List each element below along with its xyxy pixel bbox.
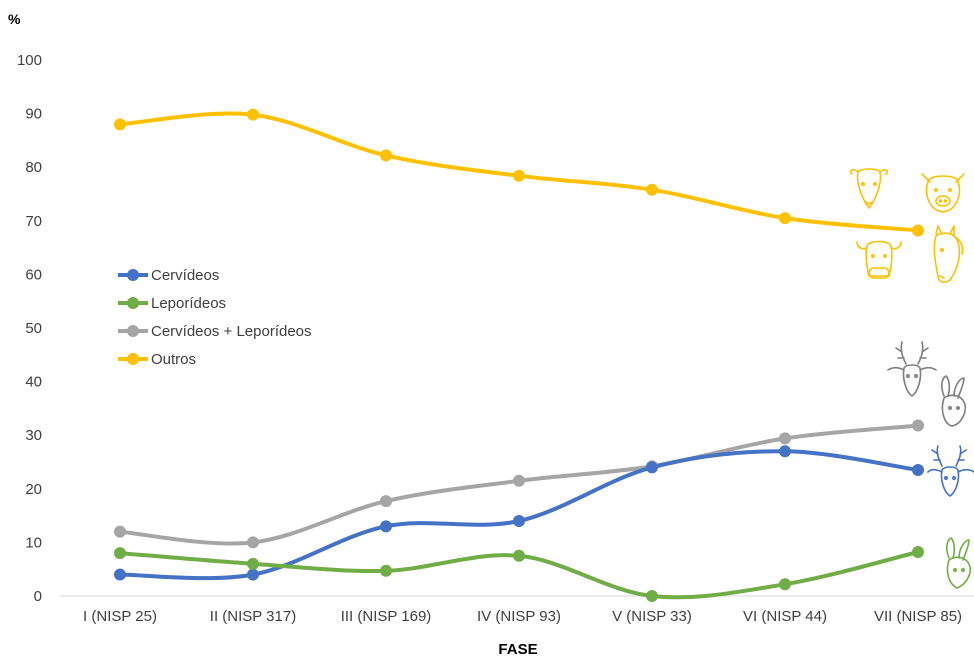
- sheep-icon: [849, 168, 889, 209]
- data-point: [912, 224, 924, 237]
- x-tick-label: VI (NISP 44): [743, 608, 827, 625]
- data-point: [513, 169, 525, 182]
- y-tick-label: 50: [25, 320, 42, 337]
- legend-label: Cervídeos + Leporídeos: [151, 323, 312, 340]
- rabbit-icon: [946, 537, 972, 589]
- x-axis-ticks: I (NISP 25) II (NISP 317) III (NISP 169) IV…: [83, 608, 962, 625]
- data-point: [513, 474, 525, 487]
- x-tick-label: IV (NISP 93): [477, 608, 561, 625]
- data-point: [114, 118, 126, 131]
- data-point: [513, 514, 525, 527]
- x-axis-label: FASE: [498, 641, 537, 658]
- x-tick-label: VII (NISP 85): [874, 608, 962, 625]
- data-point: [247, 536, 259, 549]
- pig-icon: [921, 173, 965, 213]
- horse-icon: [933, 225, 964, 283]
- deer-icon: [887, 341, 937, 397]
- y-axis-ticks: 0 10 20 30 40 50 60 70 80 90 100: [17, 52, 42, 605]
- legend-marker: [127, 297, 139, 309]
- data-point: [779, 578, 791, 591]
- y-tick-label: 0: [34, 588, 42, 605]
- data-point: [380, 495, 392, 508]
- data-point: [114, 525, 126, 538]
- data-point: [912, 464, 924, 477]
- legend-label: Outros: [151, 351, 196, 368]
- y-tick-label: 10: [25, 534, 42, 551]
- legend-marker: [127, 269, 139, 281]
- x-tick-label: III (NISP 169): [341, 608, 432, 625]
- legend-label: Cervídeos: [151, 267, 219, 284]
- data-point: [646, 183, 658, 196]
- x-tick-label: V (NISP 33): [612, 608, 692, 625]
- data-point: [779, 212, 791, 225]
- cow-icon: [856, 240, 902, 279]
- y-tick-label: 80: [25, 159, 42, 176]
- legend-label: Leporídeos: [151, 295, 226, 312]
- data-point: [513, 549, 525, 562]
- data-point: [912, 419, 924, 432]
- y-tick-label: 40: [25, 374, 42, 391]
- y-tick-label: 60: [25, 266, 42, 283]
- legend-marker: [127, 353, 139, 365]
- data-point: [247, 568, 259, 581]
- x-tick-label: II (NISP 317): [210, 608, 296, 625]
- y-tick-label: 70: [25, 213, 42, 230]
- data-point: [779, 445, 791, 458]
- legend-marker: [127, 325, 139, 337]
- data-point: [247, 108, 259, 121]
- y-axis-label: %: [8, 11, 21, 27]
- data-point: [247, 557, 259, 570]
- data-point: [646, 590, 658, 602]
- x-tick-label: I (NISP 25): [83, 608, 157, 625]
- data-point: [380, 149, 392, 162]
- data-point: [380, 520, 392, 533]
- rabbit-icon: [941, 375, 967, 427]
- legend: Cervídeos Leporídeos Cervídeos + Leporídeo…: [118, 267, 312, 368]
- y-tick-label: 30: [25, 427, 42, 444]
- data-point: [114, 547, 126, 560]
- data-point: [779, 432, 791, 445]
- y-tick-label: 100: [17, 52, 42, 69]
- data-point: [114, 568, 126, 581]
- y-tick-label: 90: [25, 106, 42, 123]
- data-point: [380, 564, 392, 577]
- y-tick-label: 20: [25, 481, 42, 498]
- deer-icon: [927, 445, 974, 497]
- data-point: [912, 546, 924, 559]
- series-points: [114, 108, 924, 602]
- data-point: [646, 461, 658, 474]
